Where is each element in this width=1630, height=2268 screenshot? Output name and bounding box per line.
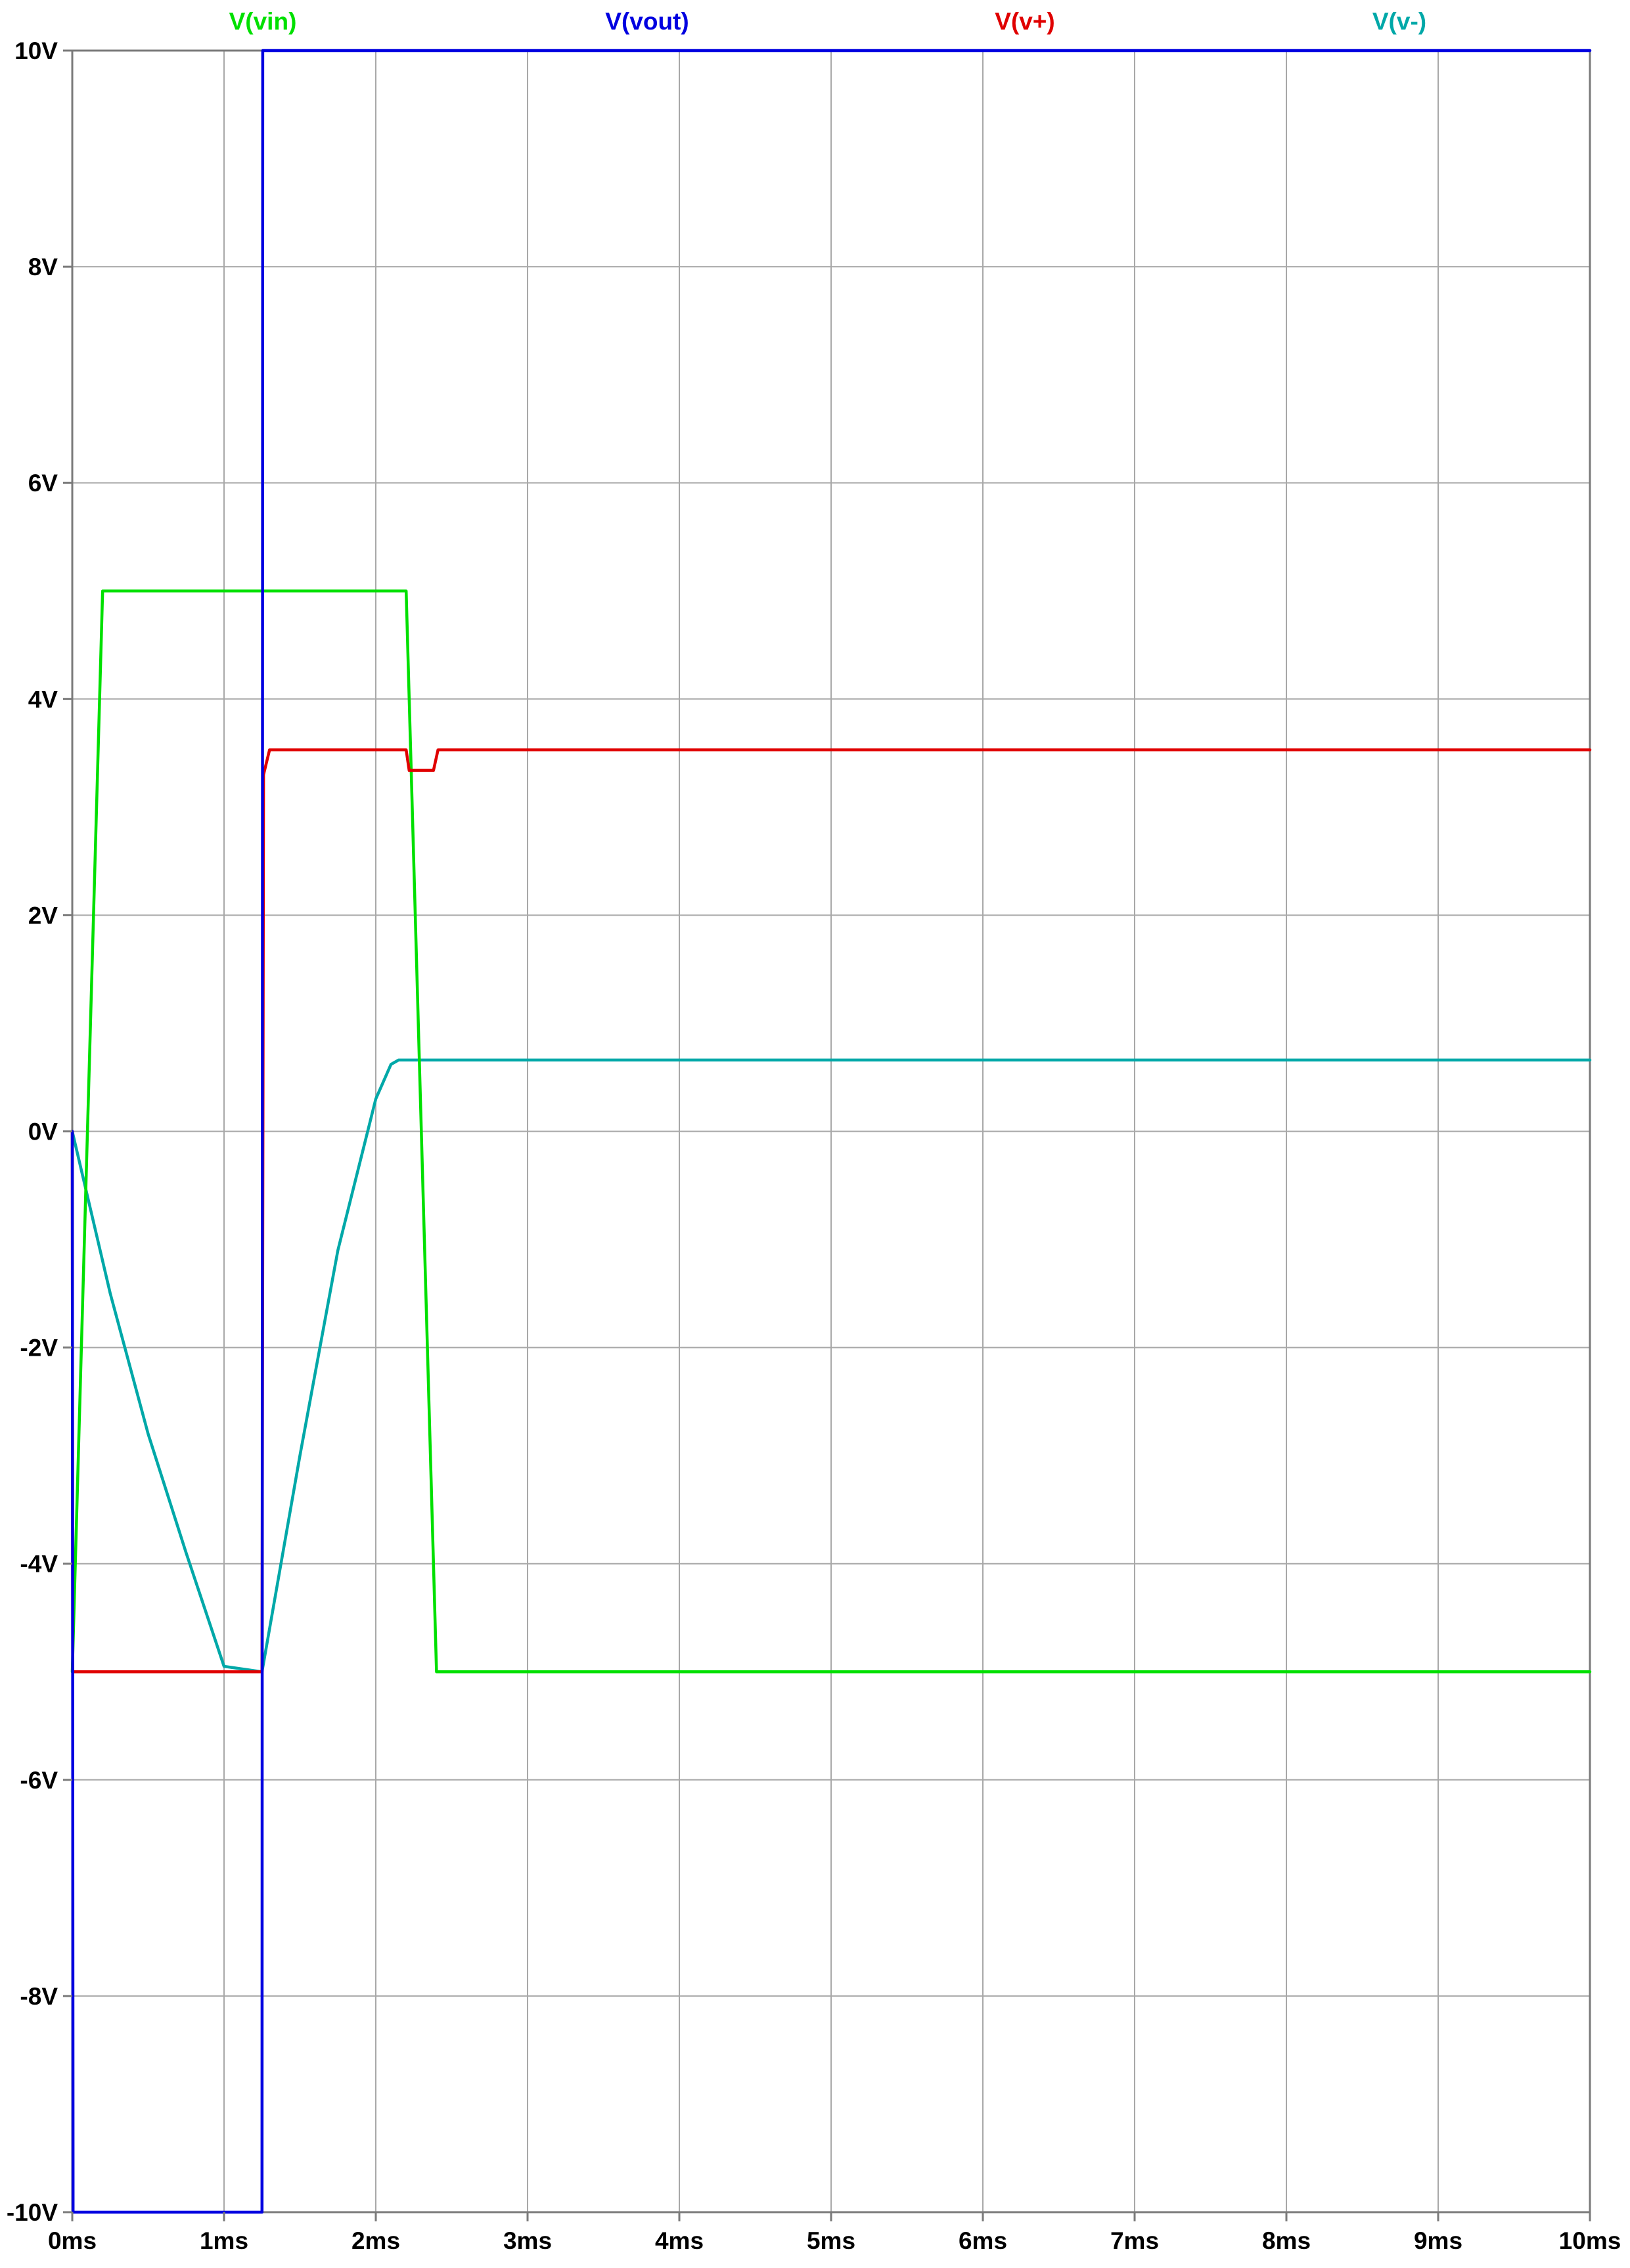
x-tick-label: 3ms: [503, 2227, 552, 2254]
series-line-v-vout: [70, 49, 1592, 2214]
y-tick-label: -8V: [20, 1983, 58, 2010]
legend-entry: V(v+): [995, 8, 1055, 35]
legend-entry: V(vin): [229, 8, 297, 35]
series-line-v-v: [70, 748, 1592, 1674]
x-tick-label: 5ms: [807, 2227, 855, 2254]
y-tick-label: 0V: [28, 1119, 58, 1145]
y-tick-label: 2V: [28, 902, 58, 929]
legend-entry: V(v-): [1372, 8, 1426, 35]
x-tick-label: 6ms: [959, 2227, 1007, 2254]
x-tick-label: 1ms: [200, 2227, 248, 2254]
y-tick-label: 6V: [28, 470, 58, 497]
y-tick-label: -10V: [7, 2199, 58, 2226]
legend-entry: V(vout): [605, 8, 689, 35]
x-tick-label: 9ms: [1414, 2227, 1462, 2254]
y-tick-label: -6V: [20, 1767, 58, 1794]
x-tick-label: 4ms: [655, 2227, 704, 2254]
grid: [72, 50, 1591, 2213]
x-tick-label: 7ms: [1110, 2227, 1159, 2254]
x-tick-label: 10ms: [1559, 2227, 1621, 2254]
series-line-v-vin: [70, 589, 1592, 1674]
y-tick-label: 8V: [28, 254, 58, 280]
y-tick-label: -2V: [20, 1335, 58, 1362]
y-tick-label: 10V: [14, 37, 58, 64]
y-axis-tick-labels: 10V 8V 6V 4V 2V 0V -2V -4V -6V -8V -10V: [7, 37, 72, 2226]
x-axis-tick-labels: 0ms 1ms 2ms 3ms 4ms 5ms 6ms 7ms 8ms 9ms 10ms: [48, 2212, 1621, 2254]
x-tick-label: 8ms: [1262, 2227, 1311, 2254]
x-tick-label: 2ms: [351, 2227, 400, 2254]
y-tick-label: -4V: [20, 1551, 58, 1578]
legend: V(vin) V(vout) V(v+) V(v-): [229, 8, 1427, 35]
series-line-v-v: [70, 1058, 1592, 1674]
x-tick-label: 0ms: [48, 2227, 97, 2254]
y-tick-label: 4V: [28, 686, 58, 713]
series-traces: [70, 49, 1592, 2214]
